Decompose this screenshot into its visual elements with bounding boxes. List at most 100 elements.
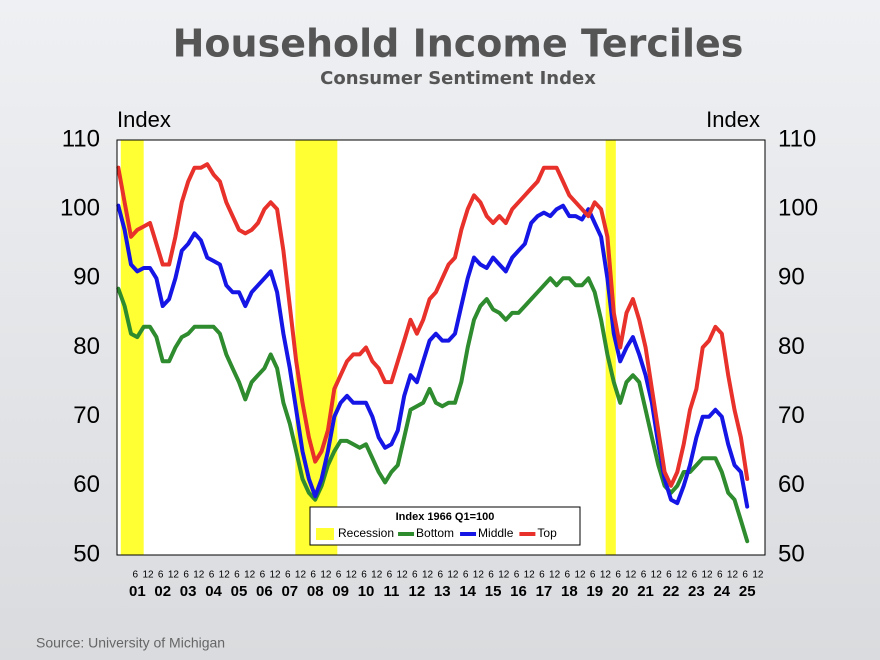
x-year-label: 04 <box>205 583 222 600</box>
x-tick-label: 6 <box>641 570 647 581</box>
x-year-label: 10 <box>358 583 375 600</box>
x-tick-label: 12 <box>600 570 612 581</box>
x-tick-label: 6 <box>717 570 723 581</box>
x-tick-label: 6 <box>539 570 545 581</box>
y2-tick-label: 70 <box>778 402 805 429</box>
y2-axis-label: Index <box>706 107 760 132</box>
x-year-label: 01 <box>129 583 146 600</box>
x-tick-label: 12 <box>752 570 764 581</box>
series-line <box>116 276 750 544</box>
x-tick-label: 12 <box>524 570 536 581</box>
x-tick-label: 12 <box>244 570 256 581</box>
x-tick-label: 6 <box>488 570 494 581</box>
y2-tick-label: 50 <box>778 540 805 567</box>
x-tick-label: 6 <box>615 570 621 581</box>
x-tick-label: 6 <box>412 570 418 581</box>
x-tick-label: 12 <box>651 570 663 581</box>
x-tick-label: 12 <box>269 570 281 581</box>
x-tick-label: 6 <box>260 570 266 581</box>
x-tick-label: 12 <box>625 570 637 581</box>
x-year-label: 09 <box>332 583 349 600</box>
y2-tick-label: 80 <box>778 333 805 360</box>
y-axis-label: Index <box>117 107 171 132</box>
x-year-label: 22 <box>663 583 680 600</box>
x-tick-label: 6 <box>565 570 571 581</box>
x-tick-label: 6 <box>234 570 240 581</box>
x-year-label: 02 <box>154 583 171 600</box>
x-tick-label: 6 <box>692 570 698 581</box>
x-tick-label: 12 <box>422 570 434 581</box>
x-tick-label: 12 <box>727 570 739 581</box>
x-year-label: 16 <box>510 583 527 600</box>
x-tick-label: 12 <box>295 570 307 581</box>
x-year-label: 14 <box>459 583 476 600</box>
x-tick-label: 12 <box>574 570 586 581</box>
x-year-label: 06 <box>256 583 273 600</box>
x-year-label: 24 <box>713 583 730 600</box>
recession-band <box>295 140 338 555</box>
x-year-label: 07 <box>281 583 298 600</box>
y-tick-label: 80 <box>73 333 100 360</box>
x-tick-label: 6 <box>285 570 291 581</box>
plot-frame <box>116 139 766 556</box>
chart-subtitle: Consumer Sentiment Index <box>320 68 596 89</box>
y-tick-label: 110 <box>62 125 100 152</box>
recession-band <box>605 140 616 555</box>
y-tick-label: 70 <box>73 402 100 429</box>
x-tick-label: 6 <box>336 570 342 581</box>
x-year-label: 03 <box>180 583 197 600</box>
x-year-label: 18 <box>561 583 578 600</box>
x-tick-label: 12 <box>346 570 358 581</box>
series-line <box>116 203 750 509</box>
x-year-label: 25 <box>739 583 756 600</box>
y2-tick-label: 110 <box>778 125 816 152</box>
x-tick-label: 6 <box>514 570 520 581</box>
x-tick-label: 12 <box>371 570 383 581</box>
x-year-label: 11 <box>384 583 400 600</box>
x-year-label: 12 <box>409 583 426 600</box>
x-tick-label: 12 <box>498 570 510 581</box>
x-year-label: 20 <box>612 583 629 600</box>
x-tick-label: 6 <box>590 570 596 581</box>
chart-title: Household Income Terciles <box>173 22 744 66</box>
series-line <box>116 162 750 488</box>
x-tick-label: 12 <box>473 570 485 581</box>
x-tick-label: 12 <box>447 570 459 581</box>
x-tick-label: 12 <box>701 570 713 581</box>
x-tick-label: 6 <box>183 570 189 581</box>
x-year-label: 19 <box>586 583 603 600</box>
x-tick-label: 6 <box>209 570 215 581</box>
x-year-label: 15 <box>485 583 502 600</box>
legend-title: Index 1966 Q1=100 <box>396 511 495 523</box>
y-tick-label: 100 <box>60 195 100 222</box>
x-tick-label: 12 <box>397 570 409 581</box>
x-year-label: 13 <box>434 583 451 600</box>
x-tick-label: 12 <box>549 570 561 581</box>
x-tick-label: 12 <box>142 570 154 581</box>
legend-label: Middle <box>478 526 514 540</box>
x-tick-label: 6 <box>133 570 139 581</box>
x-tick-label: 12 <box>676 570 688 581</box>
line-layer <box>116 162 750 544</box>
legend-swatch <box>316 528 334 540</box>
x-tick-label: 12 <box>168 570 180 581</box>
source-note: Source: University of Michigan <box>36 635 225 651</box>
legend-label: Bottom <box>416 526 454 540</box>
y2-tick-label: 90 <box>778 264 805 291</box>
x-tick-label: 6 <box>666 570 672 581</box>
x-tick-label: 12 <box>320 570 332 581</box>
y-tick-label: 50 <box>73 540 100 567</box>
y-tick-label: 90 <box>73 264 100 291</box>
legend-label: Top <box>537 526 557 540</box>
x-year-label: 08 <box>307 583 324 600</box>
x-year-label: 05 <box>231 583 248 600</box>
legend-label: Recession <box>338 526 394 540</box>
y2-tick-label: 100 <box>778 195 818 222</box>
x-tick-label: 6 <box>361 570 367 581</box>
x-tick-label: 6 <box>387 570 393 581</box>
x-tick-label: 6 <box>437 570 443 581</box>
